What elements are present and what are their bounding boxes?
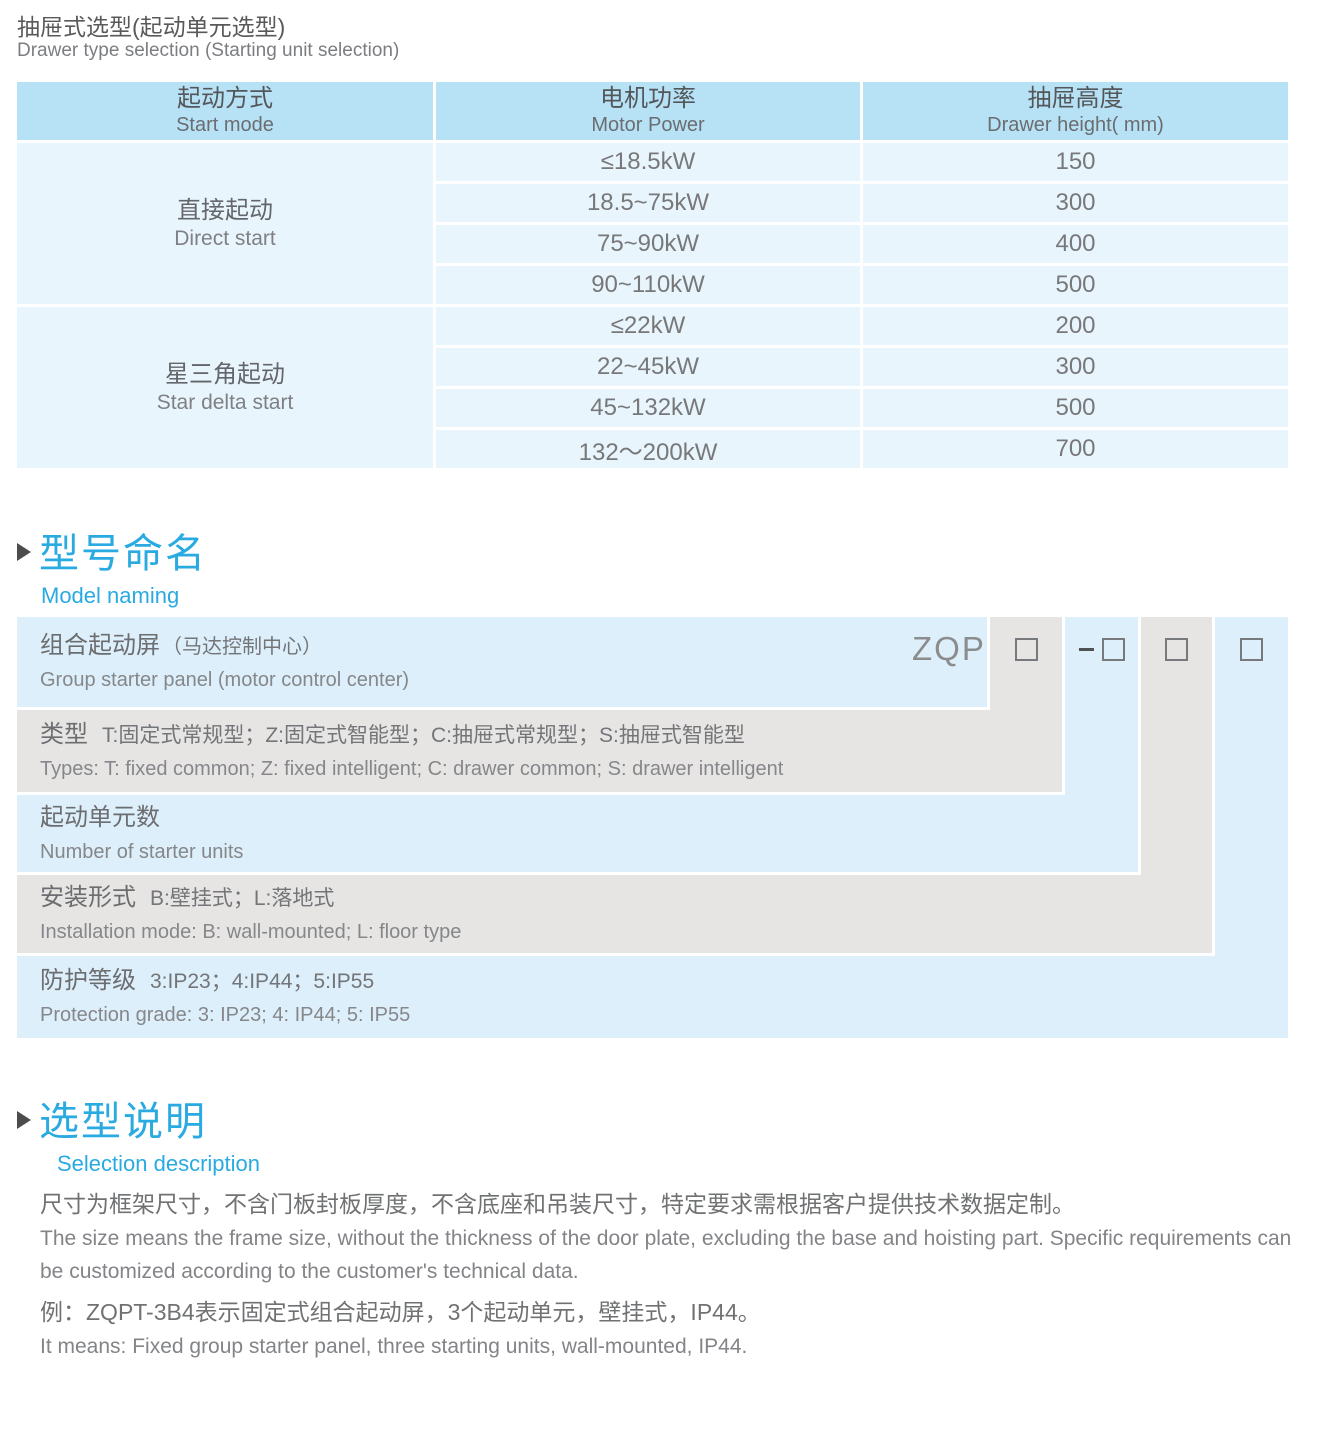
mode-cell-star-delta-start: 星三角起动 Star delta start [17, 307, 433, 468]
mode-star-delta-cn: 星三角起动 [165, 360, 285, 388]
page-title-cn: 抽屉式选型(起动单元选型) [17, 14, 286, 40]
header-drawer-height-cn: 抽屉高度 [1027, 85, 1124, 112]
selection-description-body: 尺寸为框架尺寸，不含门板封板厚度，不含底座和吊装尺寸，特定要求需根据客户提供技术… [40, 1186, 1292, 1363]
power-cell: 75~90kW [436, 225, 860, 263]
code-box-1 [1014, 638, 1038, 661]
header-start-mode: 起动方式 Start mode [17, 82, 433, 140]
level5-en: Protection grade: 3: IP23; 4: IP44; 5: I… [40, 1004, 411, 1026]
code-box-3 [1165, 638, 1188, 661]
section-marker-icon [17, 543, 31, 561]
height-cell: 500 [863, 389, 1288, 427]
power-cell: 90~110kW [436, 266, 860, 304]
naming-level-types: 类型 T:固定式常规型；Z:固定式智能型；C:抽屉式常规型；S:抽屉式智能型 Ty… [17, 710, 1062, 792]
mode-cell-direct-start: 直接起动 Direct start [17, 143, 433, 304]
height-cell: 500 [863, 266, 1288, 304]
desc-body-cn: 尺寸为框架尺寸，不含门板封板厚度，不含底座和吊装尺寸，特定要求需根据客户提供技术… [40, 1191, 1075, 1217]
code-position-strip-3 [1141, 617, 1212, 953]
section-model-naming: 型号命名 Model naming [17, 521, 207, 609]
header-motor-power-en: Motor Power [591, 114, 705, 136]
selection-table-header: 起动方式 Start mode 电机功率 Motor Power 抽屉高度 Dr… [17, 82, 1288, 140]
level4-detail-cn: B:壁挂式；L:落地式 [150, 887, 335, 910]
header-motor-power-cn: 电机功率 [600, 85, 696, 112]
level2-en: Types: T: fixed common; Z: fixed intelli… [40, 758, 784, 780]
power-cell: ≤18.5kW [436, 143, 860, 181]
section-selection-description: 选型说明 Selection description [17, 1089, 260, 1177]
naming-level-group-starter-panel: 组合起动屏 （马达控制中心） Group starter panel (motor… [17, 617, 987, 707]
power-cell: 22~45kW [436, 348, 860, 386]
desc-example-en: It means: Fixed group starter panel, thr… [40, 1335, 748, 1358]
header-start-mode-en: Start mode [176, 114, 274, 136]
code-position-strip-4 [1215, 617, 1288, 1038]
code-box-4 [1240, 638, 1263, 661]
level5-detail-cn: 3:IP23；4:IP44；5:IP55 [150, 970, 375, 993]
level1-detail-cn: （马达控制中心） [162, 636, 322, 658]
selection-desc-heading-cn: 选型说明 [39, 1100, 207, 1144]
code-position-strip-2 [1065, 617, 1138, 872]
height-cell: 700 [863, 430, 1288, 468]
mode-direct-cn: 直接起动 [177, 196, 273, 224]
naming-level-installation-mode: 安装形式 B:壁挂式；L:落地式 Installation mode: B: wa… [17, 875, 1212, 953]
height-cell: 300 [863, 348, 1288, 386]
desc-body-en: The size means the frame size, without t… [40, 1227, 1292, 1283]
code-position-strip-1 [990, 617, 1062, 792]
code-box-2 [1101, 638, 1125, 661]
level3-en: Number of starter units [40, 840, 244, 863]
header-drawer-height-en: Drawer height( mm) [987, 114, 1164, 136]
desc-example-cn: 例：ZQPT-3B4表示固定式组合起动屏，3个起动单元，壁挂式，IP44。 [40, 1299, 761, 1325]
height-cell: 150 [863, 143, 1288, 181]
level4-label-cn: 安装形式 [40, 884, 136, 911]
section-marker-icon [17, 1111, 31, 1129]
page-title-en: Drawer type selection (Starting unit sel… [17, 40, 400, 61]
selection-desc-heading-en: Selection description [57, 1151, 261, 1176]
model-naming-heading-cn: 型号命名 [39, 532, 207, 576]
height-cell: 300 [863, 184, 1288, 222]
code-separator-dash [1078, 648, 1094, 651]
height-cell: 200 [863, 307, 1288, 345]
header-motor-power: 电机功率 Motor Power [436, 82, 860, 140]
model-code-prefix: ZQP [912, 630, 986, 667]
mode-star-delta-en: Star delta start [156, 390, 294, 414]
level1-en: Group starter panel (motor control cente… [40, 669, 410, 691]
level3-label-cn: 起动单元数 [40, 803, 160, 831]
level2-detail-cn: T:固定式常规型；Z:固定式智能型；C:抽屉式常规型；S:抽屉式智能型 [102, 724, 745, 747]
mode-direct-en: Direct start [174, 226, 276, 250]
selection-table-body: 直接起动 Direct start ≤18.5kW 150 18.5~75kW … [17, 143, 1288, 468]
height-cell: 400 [863, 225, 1288, 263]
power-cell: ≤22kW [436, 307, 860, 345]
header-drawer-height: 抽屉高度 Drawer height( mm) [863, 82, 1288, 140]
header-start-mode-cn: 起动方式 [177, 85, 273, 112]
power-cell: 45~132kW [436, 389, 860, 427]
power-cell: 18.5~75kW [436, 184, 860, 222]
level5-label-cn: 防护等级 [40, 967, 136, 994]
naming-level-protection-grade: 防护等级 3:IP23；4:IP44；5:IP55 Protection grad… [17, 956, 1288, 1038]
level1-label-cn: 组合起动屏 [40, 632, 160, 659]
naming-level-starter-units: 起动单元数 Number of starter units [17, 795, 1138, 872]
level4-en: Installation mode: B: wall-mounted; L: f… [40, 921, 462, 943]
power-cell: 132～200kW [436, 430, 860, 468]
model-naming-heading-en: Model naming [41, 583, 180, 608]
level2-label-cn: 类型 [40, 721, 88, 748]
